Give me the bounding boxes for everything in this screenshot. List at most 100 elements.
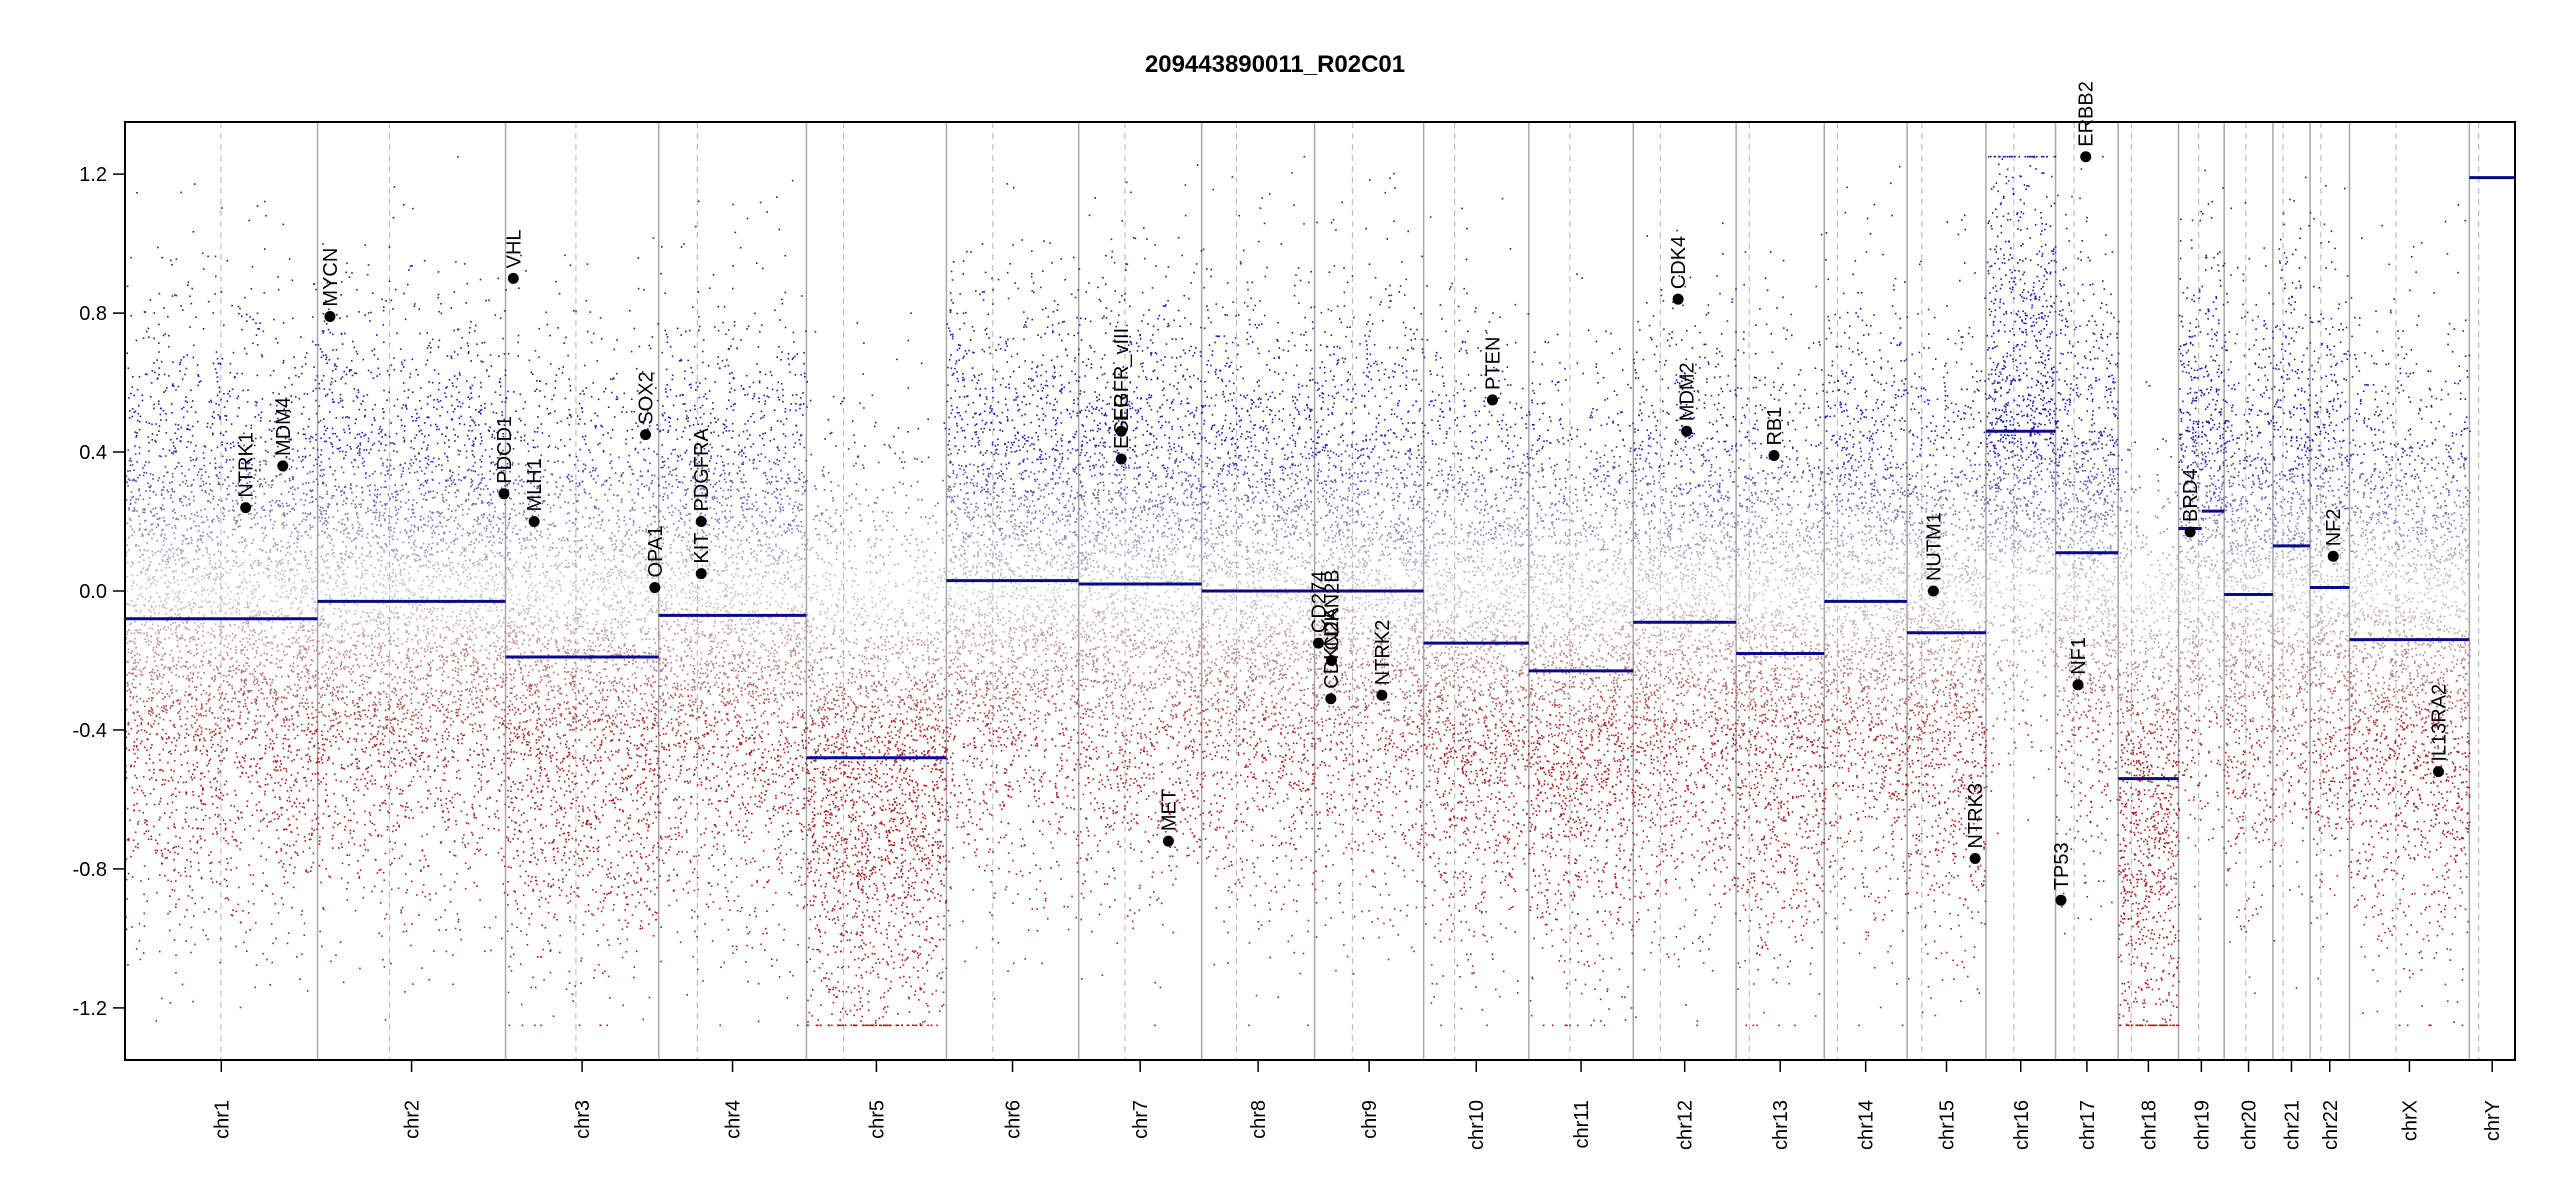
probe-point xyxy=(255,615,257,617)
probe-point xyxy=(153,720,156,722)
probe-point xyxy=(294,695,297,698)
probe-point xyxy=(263,459,265,462)
probe-point xyxy=(286,505,289,507)
probe-point xyxy=(286,844,288,846)
probe-point xyxy=(246,401,249,403)
probe-point xyxy=(236,608,238,610)
probe-point xyxy=(181,534,184,536)
probe-point xyxy=(303,836,306,838)
probe-point xyxy=(275,694,277,696)
probe-point xyxy=(160,600,162,603)
probe-point xyxy=(165,613,167,615)
probe-point xyxy=(133,745,135,747)
probe-point xyxy=(190,724,193,727)
probe-point xyxy=(256,480,259,483)
probe-point xyxy=(240,479,242,481)
probe-point xyxy=(409,265,412,268)
probe-point xyxy=(295,781,298,783)
probe-point xyxy=(282,527,285,529)
probe-point xyxy=(253,517,255,519)
probe-point xyxy=(214,255,217,258)
probe-point xyxy=(219,543,222,546)
probe-point xyxy=(391,548,393,551)
probe-point xyxy=(203,642,206,644)
probe-point xyxy=(165,563,168,566)
probe-point xyxy=(251,593,253,596)
probe-point xyxy=(145,660,148,663)
probe-point xyxy=(414,553,416,555)
probe-point xyxy=(456,711,459,714)
probe-point xyxy=(502,594,504,597)
probe-point xyxy=(277,644,279,646)
probe-point xyxy=(161,709,164,712)
probe-point xyxy=(187,284,189,286)
probe-point xyxy=(317,456,320,458)
probe-point xyxy=(328,635,331,637)
probe-point xyxy=(145,587,148,590)
probe-point xyxy=(442,496,444,499)
probe-point xyxy=(208,728,211,731)
probe-point xyxy=(467,492,470,495)
probe-point xyxy=(184,482,187,485)
probe-point xyxy=(225,561,228,563)
probe-point xyxy=(256,344,259,346)
probe-point xyxy=(169,719,171,722)
probe-point xyxy=(501,717,503,720)
probe-point xyxy=(227,725,229,727)
probe-point xyxy=(464,598,466,600)
probe-point xyxy=(264,731,267,733)
probe-point xyxy=(393,730,396,732)
probe-point xyxy=(142,668,145,670)
probe-point xyxy=(131,656,133,659)
probe-point xyxy=(345,373,347,376)
probe-point xyxy=(221,444,224,446)
probe-point xyxy=(215,592,217,595)
probe-point xyxy=(302,624,304,627)
probe-point xyxy=(211,861,213,864)
probe-point xyxy=(158,342,160,344)
probe-point xyxy=(175,880,177,882)
probe-point xyxy=(246,800,249,802)
probe-point xyxy=(302,406,305,409)
probe-point xyxy=(173,869,175,872)
probe-point xyxy=(196,807,199,810)
probe-point xyxy=(291,718,293,720)
probe-point xyxy=(242,389,244,392)
probe-point xyxy=(486,631,489,634)
probe-point xyxy=(343,428,345,431)
probe-point xyxy=(137,846,139,849)
probe-point xyxy=(311,607,314,609)
probe-point xyxy=(157,524,160,527)
probe-point xyxy=(502,449,504,452)
probe-point xyxy=(306,671,309,674)
probe-point xyxy=(188,503,191,506)
probe-point xyxy=(378,701,381,704)
probe-point xyxy=(136,192,138,194)
probe-point xyxy=(186,528,188,531)
probe-point xyxy=(253,514,256,516)
probe-point xyxy=(143,511,146,514)
probe-point xyxy=(462,635,464,638)
probe-point xyxy=(466,716,469,719)
probe-point xyxy=(241,581,243,583)
probe-point xyxy=(226,858,228,860)
probe-point xyxy=(251,265,254,268)
probe-point xyxy=(498,727,500,729)
probe-point xyxy=(499,385,502,388)
probe-point xyxy=(139,587,141,590)
probe-point xyxy=(211,432,214,435)
probe-point xyxy=(493,704,496,707)
probe-point xyxy=(317,678,320,680)
probe-point xyxy=(225,827,227,830)
probe-point xyxy=(272,527,274,530)
probe-point xyxy=(181,472,183,475)
probe-point xyxy=(435,575,438,578)
probe-point xyxy=(236,503,239,505)
probe-point xyxy=(309,760,312,762)
probe-point xyxy=(131,528,134,531)
probe-point xyxy=(167,879,169,882)
probe-point xyxy=(181,565,183,568)
probe-point xyxy=(403,390,406,392)
probe-point xyxy=(289,411,292,413)
probe-point xyxy=(139,556,141,558)
